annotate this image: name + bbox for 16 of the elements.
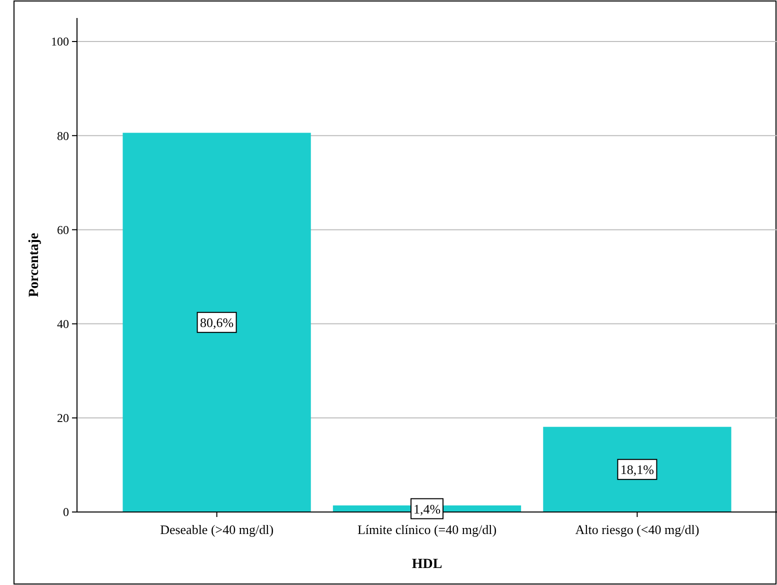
bar	[122, 132, 311, 512]
y-tick-label: 60	[57, 222, 69, 237]
y-tick-label: 20	[57, 411, 69, 426]
x-axis-title: HDL	[412, 557, 442, 572]
x-tick-label: Deseable (>40 mg/dl)	[160, 522, 274, 537]
x-tick-label: Alto riesgo (<40 mg/dl)	[575, 522, 700, 537]
x-tick-label: Límite clínico (=40 mg/dl)	[357, 522, 497, 537]
y-axis-title: Porcentaje	[27, 232, 42, 298]
data-label: 1,4%	[413, 501, 441, 516]
y-tick-label: 0	[63, 505, 69, 520]
y-tick-label: 40	[57, 317, 69, 332]
y-tick-label: 80	[57, 128, 69, 143]
data-label: 80,6%	[200, 314, 234, 330]
bar	[543, 426, 732, 512]
y-tick-label: 100	[51, 34, 69, 49]
data-label: 18,1%	[620, 462, 654, 477]
